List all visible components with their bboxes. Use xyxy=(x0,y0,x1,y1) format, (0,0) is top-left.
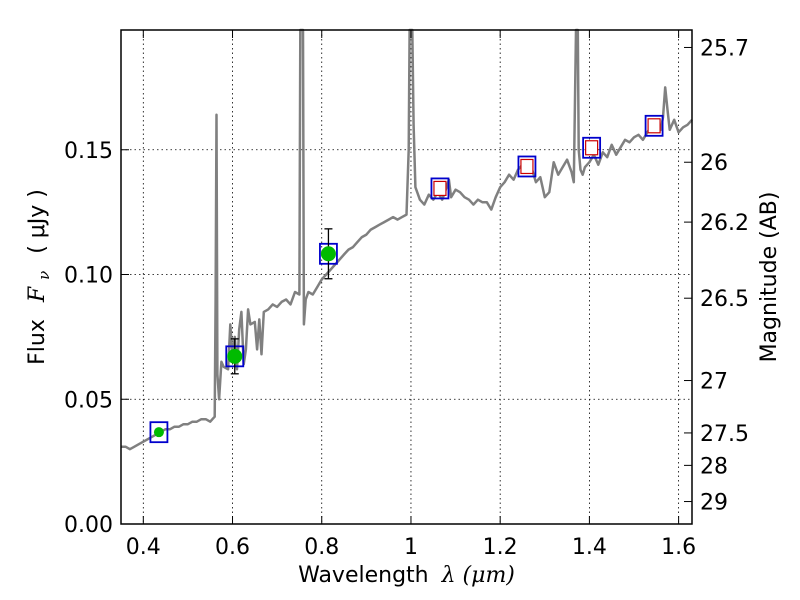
y2-tick-label: 29 xyxy=(700,491,728,516)
model-point xyxy=(430,177,450,200)
spectrum-layer xyxy=(121,28,693,451)
y2-tick-label: 27 xyxy=(700,370,728,395)
grid-lines xyxy=(121,30,692,525)
model-point xyxy=(517,155,537,178)
photometry-layer xyxy=(149,114,664,444)
x-tick-label: 0.4 xyxy=(126,535,161,560)
y-tick-label: 0.10 xyxy=(64,264,113,289)
x-tick-label: 1.4 xyxy=(572,535,607,560)
y2-axis-label: Magnitude (AB) xyxy=(757,192,782,363)
upper-limit-point xyxy=(433,180,447,197)
y-tick-label: 0.15 xyxy=(64,139,113,164)
x-tick-label: 1.6 xyxy=(661,535,696,560)
y-axis-label: Flux F ν ( μJy ) xyxy=(25,189,55,365)
plot-frame xyxy=(120,29,693,525)
model-point xyxy=(582,136,602,159)
spectrum-line xyxy=(121,28,693,451)
y2-tick-label: 26.2 xyxy=(700,211,749,236)
upper-limit-point xyxy=(647,118,661,134)
upper-limit-point xyxy=(520,158,534,175)
x-tick-label: 0.8 xyxy=(304,535,339,560)
observed-point xyxy=(153,427,164,438)
x-tick-label: 1 xyxy=(404,535,418,560)
y2-tick-label: 26.5 xyxy=(700,287,749,312)
model-point xyxy=(644,114,664,137)
y-tick-label: 0.00 xyxy=(64,513,113,538)
x-tick-label: 0.6 xyxy=(215,535,250,560)
y2-tick-label: 28 xyxy=(700,454,728,479)
x-axis-label: Wavelength λ (μm) xyxy=(298,563,515,588)
x-tick-label: 1.2 xyxy=(483,535,518,560)
y2-tick-label: 27.5 xyxy=(700,422,749,447)
observed-point xyxy=(320,246,336,262)
observed-point xyxy=(227,348,243,364)
y2-tick-label: 26 xyxy=(700,151,728,176)
upper-limit-point xyxy=(585,140,599,156)
y2-tick-label: 25.7 xyxy=(700,36,749,61)
axis-ticks: 0.4 0.6 0.8 1 1.2 1.4 1.6 0.00 0.05 0.10 0.15 25.7 2… xyxy=(64,30,749,560)
y-tick-label: 0.05 xyxy=(64,388,113,413)
model-point xyxy=(149,421,169,444)
